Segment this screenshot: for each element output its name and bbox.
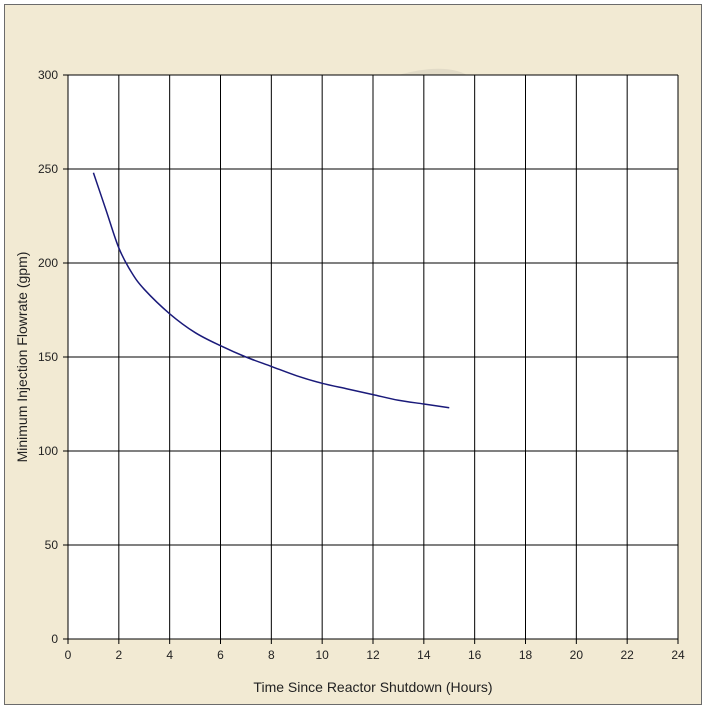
x-tick-label: 24 — [671, 648, 685, 662]
series-layer — [92, 172, 450, 409]
x-tick-label: 22 — [620, 648, 634, 662]
y-tick-label: 100 — [38, 444, 58, 458]
x-tick-label: 4 — [166, 648, 173, 662]
x-axis-title: Time Since Reactor Shutdown (Hours) — [253, 679, 492, 695]
y-tick-label: 50 — [45, 538, 59, 552]
x-tick-label: 12 — [366, 648, 380, 662]
x-tick-label: 18 — [519, 648, 533, 662]
y-tick-label: 150 — [38, 350, 58, 364]
y-axis-title: Minimum Injection Flowrate (gpm) — [14, 252, 30, 463]
x-tick-label: 14 — [417, 648, 431, 662]
y-tick-label: 0 — [51, 632, 58, 646]
x-tick-label: 0 — [65, 648, 72, 662]
grid — [63, 74, 679, 644]
series-line — [92, 172, 450, 409]
y-tick-label: 300 — [38, 68, 58, 82]
x-tick-label: 8 — [268, 648, 275, 662]
x-tick-label: 6 — [217, 648, 224, 662]
x-tick-label: 20 — [570, 648, 584, 662]
x-tick-label: 2 — [115, 648, 122, 662]
x-tick-label: 10 — [315, 648, 329, 662]
y-tick-label: 250 — [38, 162, 58, 176]
x-tick-label: 16 — [468, 648, 482, 662]
y-tick-label: 200 — [38, 256, 58, 270]
